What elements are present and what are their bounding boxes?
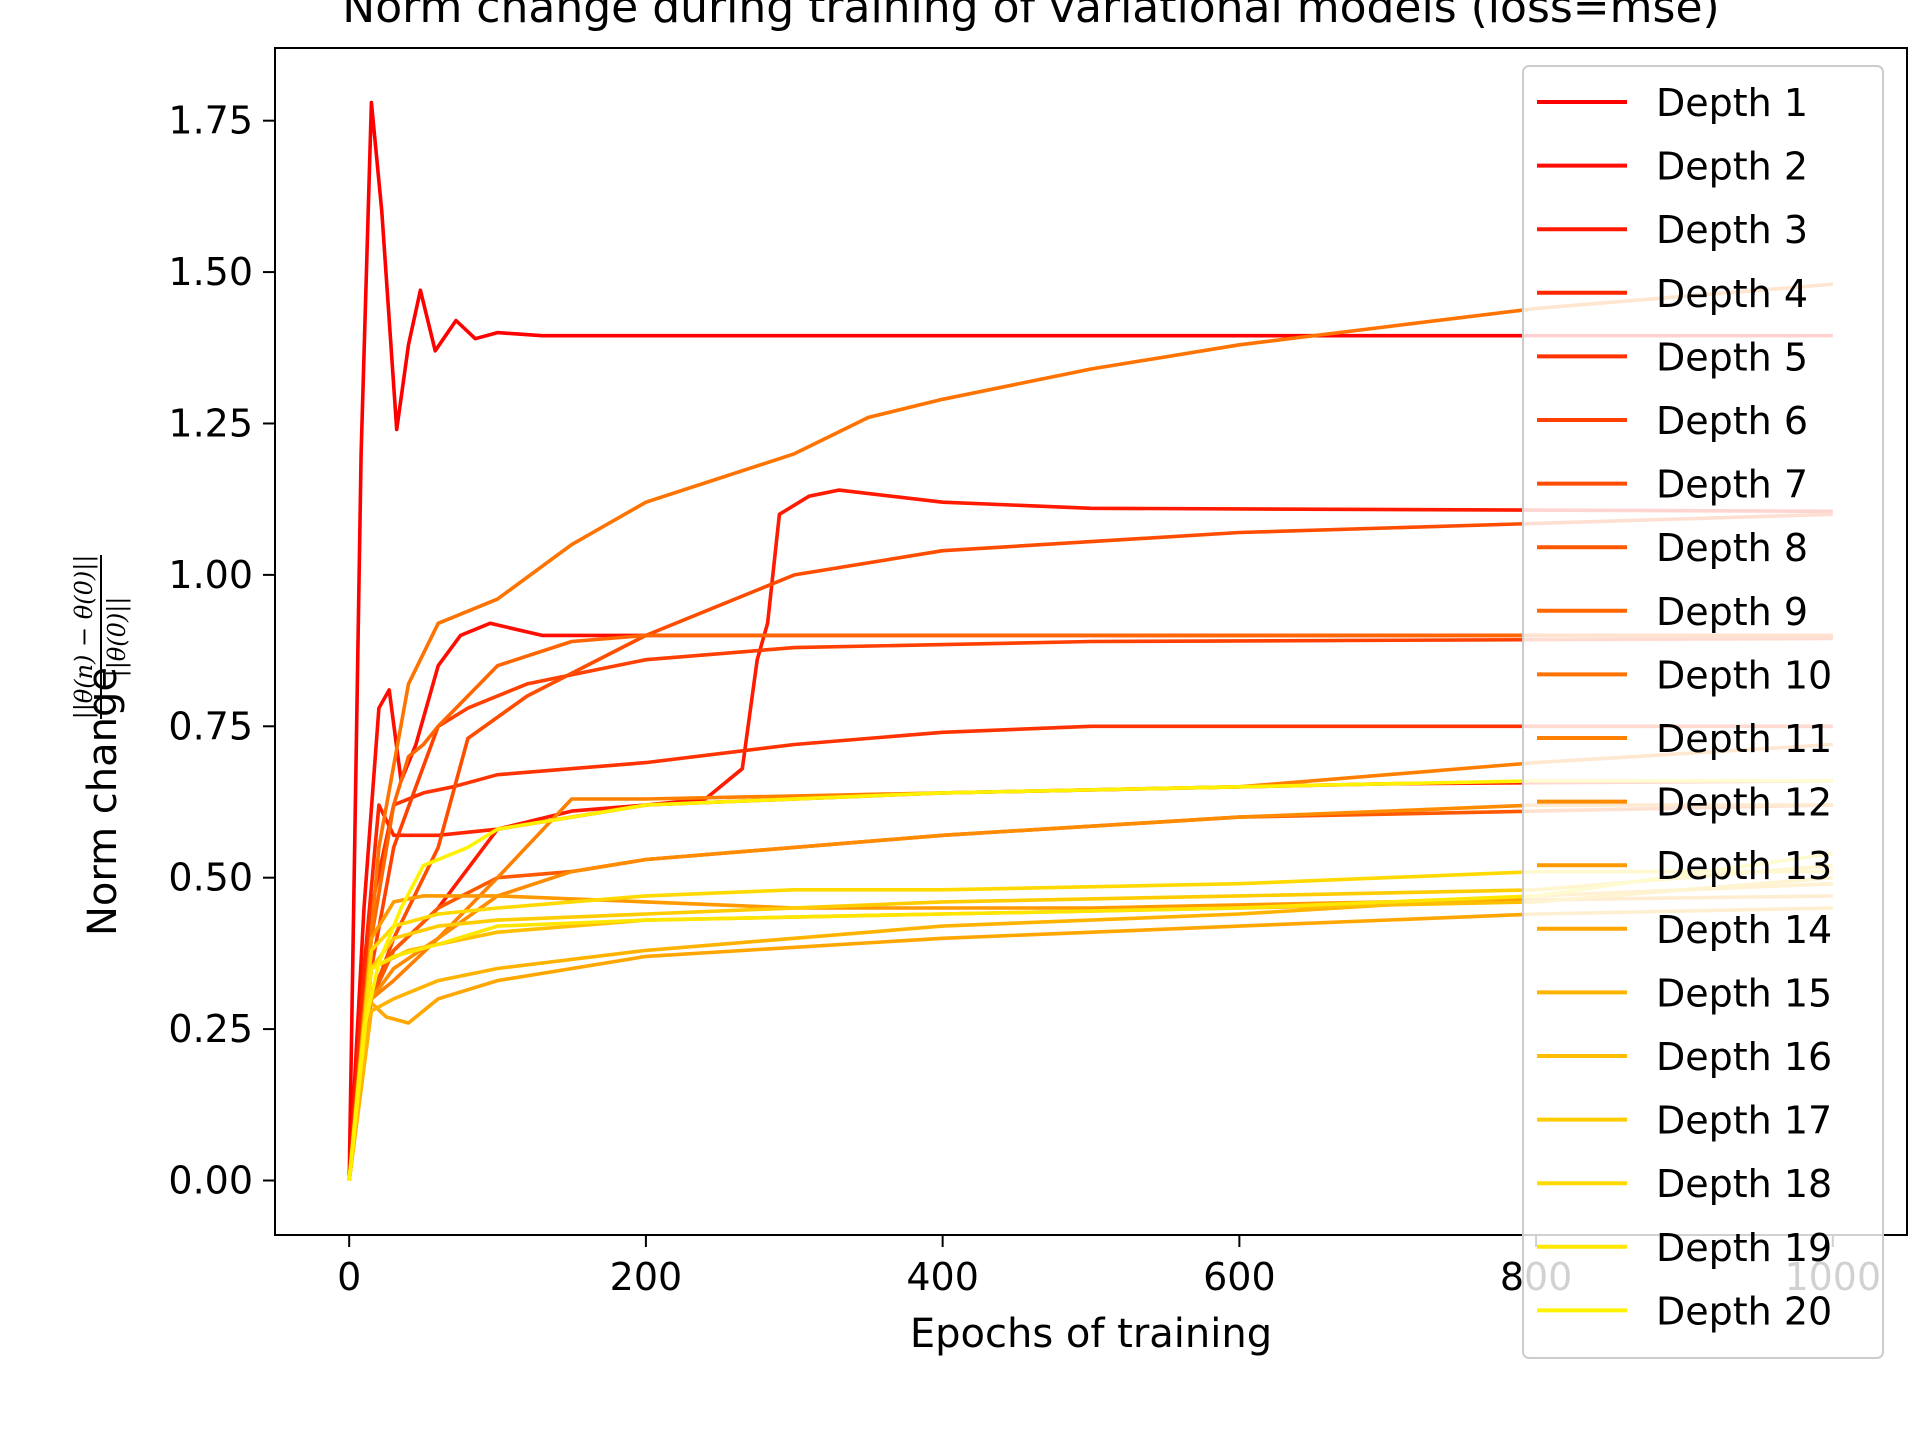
legend-label-depth-2: Depth 2 (1656, 145, 1808, 189)
legend-label-depth-3: Depth 3 (1656, 208, 1808, 252)
legend-label-depth-19: Depth 19 (1656, 1226, 1832, 1270)
y-tick-label: 0.00 (168, 1158, 253, 1202)
legend-label-depth-9: Depth 9 (1656, 590, 1808, 634)
series-line-depth-10 (347, 282, 1833, 1181)
x-tick-label: 0 (337, 1255, 361, 1299)
legend-label-depth-15: Depth 15 (1656, 971, 1832, 1015)
legend-label-depth-14: Depth 14 (1656, 908, 1832, 952)
series-layer (347, 100, 1834, 1181)
legend-label-depth-6: Depth 6 (1656, 399, 1808, 443)
series-line-depth-11 (347, 742, 1833, 1181)
y-axis-label: Norm change (80, 667, 126, 936)
series-line-depth-20 (347, 779, 1833, 1181)
legend: Depth 1 Depth 2 Depth 3 Depth 4 Depth 5 Depth… (1522, 65, 1884, 1359)
y-tick-label: 0.50 (168, 856, 253, 900)
series-line-depth-2 (347, 621, 1833, 1181)
legend-label-depth-1: Depth 1 (1656, 81, 1808, 125)
y-axis-label-denominator: ||θ(0)|| (103, 597, 132, 678)
series-line-depth-6 (347, 636, 1833, 1181)
plot-frame (274, 47, 1908, 1236)
legend-label-depth-7: Depth 7 (1656, 463, 1808, 507)
y-axis: 0.00 0.25 0.50 0.75 1.00 1.25 1.50 1.75 (168, 99, 275, 1202)
series-line-depth-12 (347, 803, 1833, 1181)
legend-box (1522, 65, 1884, 1359)
series-line-depth-9 (347, 633, 1833, 1181)
x-tick-label: 600 (1203, 1255, 1276, 1299)
chart-title: Norm change during training of variation… (342, 0, 1719, 33)
legend-label-depth-16: Depth 16 (1656, 1035, 1832, 1079)
y-tick-label: 1.25 (168, 401, 253, 445)
y-tick-label: 1.75 (168, 99, 253, 143)
x-tick-label: 400 (906, 1255, 979, 1299)
legend-label-depth-11: Depth 11 (1656, 717, 1832, 761)
y-tick-label: 1.00 (168, 553, 253, 597)
series-line-depth-13 (347, 894, 1833, 1181)
legend-label-depth-18: Depth 18 (1656, 1162, 1832, 1206)
y-axis-label-numerator: ||θ(n) − θ(0)|| (70, 555, 99, 720)
series-line-depth-1 (347, 100, 1833, 1181)
series-line-depth-14 (347, 906, 1833, 1181)
x-axis-label: Epochs of training (910, 1311, 1272, 1357)
legend-label-depth-10: Depth 10 (1656, 653, 1832, 697)
series-line-depth-18 (347, 869, 1833, 1181)
legend-label-depth-5: Depth 5 (1656, 335, 1808, 379)
y-tick-label: 0.25 (168, 1007, 253, 1051)
legend-label-depth-17: Depth 17 (1656, 1099, 1832, 1143)
y-axis-label-group: Norm change ||θ(n) − θ(0)|| ||θ(0)|| (70, 555, 132, 936)
legend-label-depth-13: Depth 13 (1656, 844, 1832, 888)
y-tick-label: 0.75 (168, 704, 253, 748)
series-line-depth-7 (347, 512, 1833, 1181)
legend-label-depth-12: Depth 12 (1656, 781, 1832, 825)
x-tick-label: 200 (610, 1255, 683, 1299)
y-tick-label: 1.50 (168, 250, 253, 294)
legend-label-depth-8: Depth 8 (1656, 526, 1808, 570)
legend-label-depth-4: Depth 4 (1656, 272, 1808, 316)
legend-label-depth-20: Depth 20 (1656, 1289, 1832, 1333)
series-line-depth-19 (347, 851, 1834, 1181)
